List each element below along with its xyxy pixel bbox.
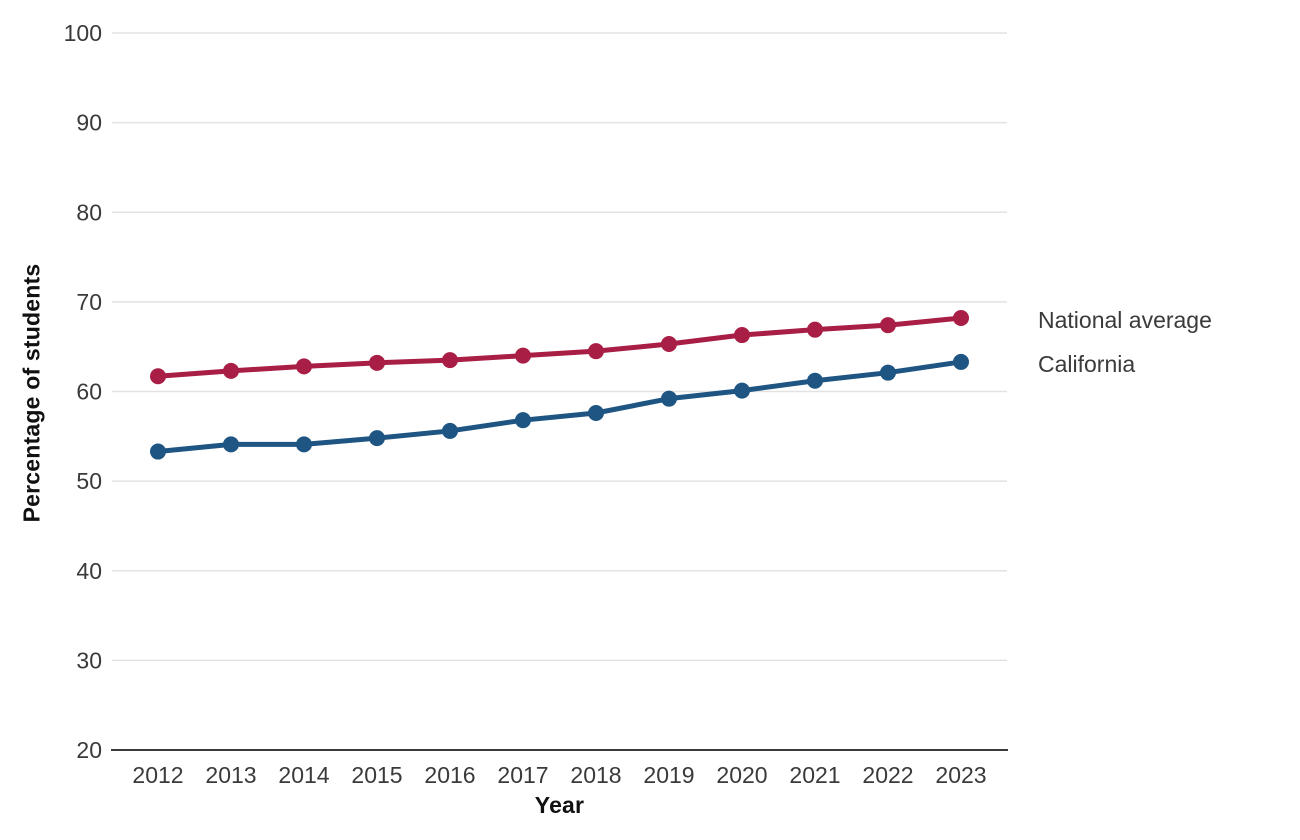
data-point-national-average [734, 327, 750, 344]
y-tick-label: 80 [76, 199, 102, 225]
x-tick-label: 2023 [935, 762, 986, 788]
y-axis-title: Percentage of students [18, 263, 45, 523]
data-point-california [734, 382, 750, 399]
data-point-national-average [880, 317, 896, 334]
y-tick-label: 90 [76, 110, 102, 136]
data-point-national-average [953, 310, 969, 327]
x-tick-label: 2022 [862, 762, 913, 788]
x-tick-label: 2021 [789, 762, 840, 788]
x-tick-label: 2014 [278, 762, 329, 788]
x-axis-title: Year [534, 792, 585, 818]
data-point-california [515, 412, 531, 429]
y-tick-label: 100 [64, 20, 102, 46]
data-point-california [223, 436, 239, 453]
x-tick-label: 2015 [351, 762, 402, 788]
data-point-california [150, 443, 166, 460]
data-point-national-average [807, 321, 823, 338]
legend-item-california: California [1038, 351, 1136, 377]
data-point-california [442, 422, 458, 439]
data-point-national-average [661, 335, 677, 352]
data-point-california [296, 436, 312, 453]
x-tick-label: 2013 [205, 762, 256, 788]
data-point-national-average [515, 347, 531, 364]
y-tick-label: 30 [76, 647, 102, 673]
data-point-california [807, 372, 823, 389]
data-point-national-average [150, 368, 166, 385]
data-point-california [369, 430, 385, 447]
y-tick-label: 70 [76, 289, 102, 315]
data-point-california [880, 364, 896, 381]
data-point-national-average [369, 354, 385, 371]
data-point-california [588, 405, 604, 422]
x-tick-label: 2016 [424, 762, 475, 788]
data-point-california [661, 390, 677, 407]
data-point-national-average [223, 362, 239, 379]
data-point-national-average [296, 358, 312, 375]
data-point-national-average [442, 352, 458, 369]
x-tick-label: 2019 [643, 762, 694, 788]
x-tick-label: 2018 [570, 762, 621, 788]
x-tick-label: 2020 [716, 762, 767, 788]
y-tick-label: 20 [76, 737, 102, 763]
y-tick-label: 50 [76, 468, 102, 494]
legend-item-national-average: National average [1038, 307, 1212, 333]
x-tick-label: 2012 [132, 762, 183, 788]
data-point-national-average [588, 343, 604, 360]
series-line-california [155, 359, 964, 455]
data-point-california [953, 353, 969, 370]
y-tick-label: 40 [76, 558, 102, 584]
y-tick-label: 60 [76, 379, 102, 405]
x-tick-label: 2017 [497, 762, 548, 788]
series-line-national-average [155, 315, 964, 379]
